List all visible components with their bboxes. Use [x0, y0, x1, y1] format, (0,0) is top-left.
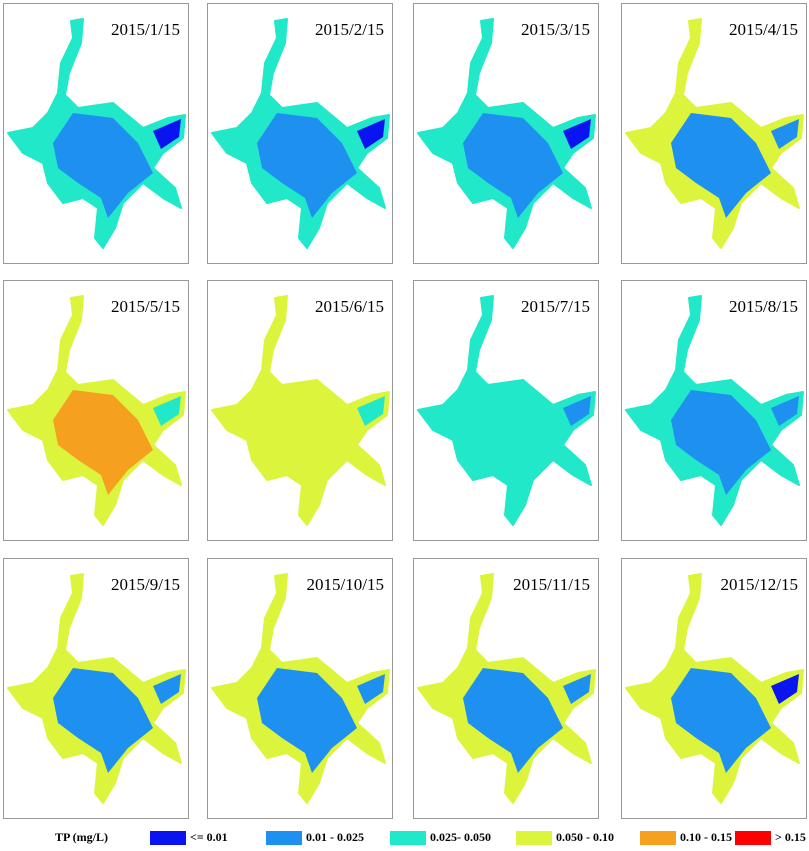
legend-swatch [735, 831, 771, 845]
reservoir-zone [771, 396, 799, 426]
legend-label: <= 0.01 [190, 830, 228, 844]
panel-date: 2015/2/15 [315, 20, 384, 39]
reservoir-zone [563, 119, 591, 149]
reservoir-zone [357, 396, 385, 426]
reservoir-zone [563, 674, 591, 704]
legend-title: TP (mg/L) [55, 830, 108, 844]
reservoir-zone [463, 668, 563, 773]
legend-swatch [516, 831, 552, 845]
map-panel: 2015/7/15 [413, 280, 599, 541]
legend-swatch [150, 831, 186, 845]
reservoir-zone [357, 674, 385, 704]
reservoir-zone [357, 119, 385, 149]
panel-date: 2015/9/15 [111, 575, 180, 594]
reservoir-zone [463, 113, 563, 218]
reservoir-zone [671, 390, 771, 495]
legend-swatch [266, 831, 302, 845]
map-panel: 2015/6/15 [207, 280, 393, 541]
legend-label: 0.025- 0.050 [430, 830, 491, 844]
legend-swatch [640, 831, 676, 845]
reservoir-zone [153, 674, 181, 704]
legend-label: 0.050 - 0.10 [556, 830, 614, 844]
reservoir-zone [463, 390, 563, 495]
reservoir-zone [153, 396, 181, 426]
map-panel: 2015/1/15 [3, 3, 189, 264]
map-panel: 2015/2/15 [207, 3, 393, 264]
map-panel: 2015/4/15 [621, 3, 807, 264]
panel-date: 2015/4/15 [729, 20, 798, 39]
reservoir-zone [771, 674, 799, 704]
reservoir-zone [563, 396, 591, 426]
reservoir-zone [53, 113, 153, 218]
reservoir-zone [153, 119, 181, 149]
map-panel: 2015/9/15 [3, 558, 189, 819]
reservoir-zone [257, 113, 357, 218]
legend-swatch [390, 831, 426, 845]
panel-date: 2015/12/15 [721, 575, 798, 594]
reservoir-zone [671, 113, 771, 218]
panel-date: 2015/5/15 [111, 297, 180, 316]
panel-date: 2015/3/15 [521, 20, 590, 39]
reservoir-zone [257, 668, 357, 773]
reservoir-zone [53, 668, 153, 773]
panel-date: 2015/11/15 [513, 575, 590, 594]
map-panel: 2015/8/15 [621, 280, 807, 541]
reservoir-zone [53, 390, 153, 495]
panel-date: 2015/7/15 [521, 297, 590, 316]
map-panel: 2015/3/15 [413, 3, 599, 264]
reservoir-zone [257, 390, 357, 495]
panel-date: 2015/8/15 [729, 297, 798, 316]
map-panel: 2015/5/15 [3, 280, 189, 541]
legend-label: 0.01 - 0.025 [306, 830, 364, 844]
panel-date: 2015/10/15 [307, 575, 384, 594]
panel-date: 2015/1/15 [111, 20, 180, 39]
reservoir-zone [671, 668, 771, 773]
map-panel: 2015/11/15 [413, 558, 599, 819]
map-panel: 2015/10/15 [207, 558, 393, 819]
legend-label: > 0.15 [775, 830, 806, 844]
map-panel: 2015/12/15 [621, 558, 807, 819]
reservoir-zone [771, 119, 799, 149]
legend-label: 0.10 - 0.15 [680, 830, 732, 844]
panel-date: 2015/6/15 [315, 297, 384, 316]
